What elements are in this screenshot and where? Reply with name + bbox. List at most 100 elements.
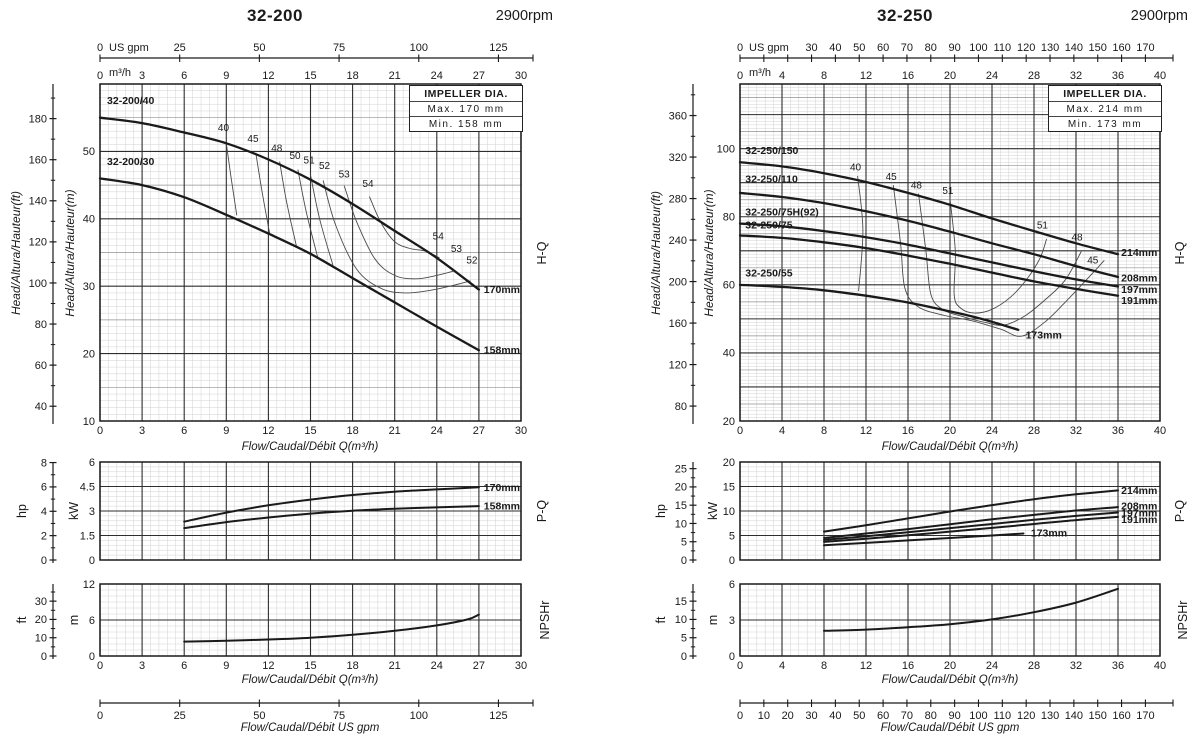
flow-q-label-hq: Flow/Caudal/Débit Q(m³/h): [241, 441, 379, 453]
flow-q-label-npsh: Flow/Caudal/Débit Q(m³/h): [881, 674, 1019, 686]
kw-axis-title: kW: [67, 501, 81, 521]
m-axis-title: m: [67, 614, 81, 626]
hq-side-label: H-Q: [535, 241, 549, 265]
svg-text:40: 40: [723, 348, 735, 360]
hp-axis-title: hp: [15, 504, 29, 518]
svg-text:40: 40: [1154, 70, 1166, 82]
svg-text:70: 70: [901, 42, 913, 54]
svg-text:12: 12: [262, 660, 274, 672]
svg-text:54: 54: [433, 232, 445, 243]
svg-text:170mm: 170mm: [484, 284, 520, 296]
svg-text:0: 0: [97, 710, 103, 722]
svg-text:52: 52: [319, 161, 331, 172]
svg-text:12: 12: [262, 70, 274, 82]
head-ft-axis-title: Head/Altura/Hauteur(ft): [649, 190, 663, 316]
svg-text:214mm: 214mm: [1121, 247, 1157, 259]
svg-text:6: 6: [89, 457, 95, 469]
m-axis-title: m: [706, 614, 720, 626]
svg-text:360: 360: [669, 110, 687, 122]
svg-text:0: 0: [97, 70, 103, 82]
svg-text:3: 3: [139, 425, 145, 437]
svg-text:15: 15: [304, 425, 316, 437]
svg-text:0: 0: [41, 555, 47, 567]
svg-text:15: 15: [304, 70, 316, 82]
svg-text:2: 2: [41, 530, 47, 542]
svg-text:8: 8: [821, 425, 827, 437]
svg-text:130: 130: [1041, 710, 1059, 722]
svg-text:80: 80: [723, 212, 735, 224]
svg-text:6: 6: [89, 615, 95, 627]
svg-text:40: 40: [35, 401, 47, 413]
svg-text:130: 130: [1041, 42, 1059, 54]
svg-text:12: 12: [262, 425, 274, 437]
svg-text:173mm: 173mm: [1031, 528, 1067, 540]
svg-text:20: 20: [944, 70, 956, 82]
svg-text:36: 36: [1112, 660, 1124, 672]
svg-text:25: 25: [675, 463, 687, 475]
svg-text:160: 160: [1112, 710, 1130, 722]
svg-text:150: 150: [1089, 42, 1107, 54]
impeller-dia-box: IMPELLER DIA. Max. 170 mm Min. 158 mm: [409, 85, 523, 132]
svg-text:48: 48: [911, 181, 923, 192]
svg-text:30: 30: [515, 660, 527, 672]
svg-text:30: 30: [805, 42, 817, 54]
svg-text:158mm: 158mm: [484, 345, 520, 357]
svg-text:40: 40: [1154, 660, 1166, 672]
svg-text:120: 120: [29, 237, 47, 249]
npshr-side-label: NPSHr: [538, 600, 552, 640]
svg-text:0: 0: [737, 42, 743, 54]
svg-text:3: 3: [89, 506, 95, 518]
npshr-side-label: NPSHr: [1176, 600, 1190, 640]
svg-text:120: 120: [669, 359, 687, 371]
top-m3h-unit: m³/h: [749, 67, 771, 79]
svg-text:53: 53: [339, 170, 351, 181]
svg-text:6: 6: [729, 579, 735, 591]
svg-text:140: 140: [1065, 42, 1083, 54]
svg-text:80: 80: [925, 42, 937, 54]
svg-text:140: 140: [29, 196, 47, 208]
svg-text:40: 40: [829, 710, 841, 722]
svg-text:16: 16: [902, 70, 914, 82]
svg-text:25: 25: [174, 710, 186, 722]
svg-text:28: 28: [1028, 425, 1040, 437]
kw-axis-title: kW: [706, 501, 720, 521]
svg-text:0: 0: [737, 710, 743, 722]
flow-q-label-hq: Flow/Caudal/Débit Q(m³/h): [881, 441, 1019, 453]
svg-text:100: 100: [969, 710, 987, 722]
svg-text:280: 280: [669, 193, 687, 205]
svg-text:100: 100: [29, 278, 47, 290]
hq-side-label: H-Q: [1173, 241, 1187, 265]
svg-text:90: 90: [949, 710, 961, 722]
svg-text:173mm: 173mm: [1026, 329, 1062, 341]
svg-text:120: 120: [1017, 42, 1035, 54]
svg-text:18: 18: [346, 660, 358, 672]
svg-text:120: 120: [1017, 710, 1035, 722]
svg-text:40: 40: [83, 214, 95, 226]
svg-text:50: 50: [83, 146, 95, 158]
svg-text:50: 50: [853, 42, 865, 54]
page-title: 32-250: [877, 6, 933, 25]
svg-text:28: 28: [1028, 70, 1040, 82]
svg-text:0: 0: [97, 42, 103, 54]
top-gpm-unit: US gpm: [109, 42, 149, 54]
pq-side-label: P-Q: [1173, 499, 1187, 523]
svg-text:60: 60: [35, 360, 47, 372]
svg-text:24: 24: [986, 70, 998, 82]
svg-text:100: 100: [410, 42, 428, 54]
svg-text:3: 3: [729, 615, 735, 627]
svg-text:54: 54: [362, 179, 374, 190]
svg-text:170: 170: [1136, 710, 1154, 722]
svg-text:0: 0: [89, 651, 95, 663]
svg-text:5: 5: [681, 633, 687, 645]
svg-text:75: 75: [333, 710, 345, 722]
svg-text:3: 3: [139, 660, 145, 672]
svg-text:80: 80: [35, 319, 47, 331]
svg-text:28: 28: [1028, 660, 1040, 672]
svg-text:80: 80: [675, 401, 687, 413]
svg-text:40: 40: [218, 123, 230, 134]
svg-text:51: 51: [304, 156, 316, 167]
svg-text:10: 10: [83, 416, 95, 428]
svg-text:10: 10: [675, 518, 687, 530]
svg-text:8: 8: [821, 70, 827, 82]
